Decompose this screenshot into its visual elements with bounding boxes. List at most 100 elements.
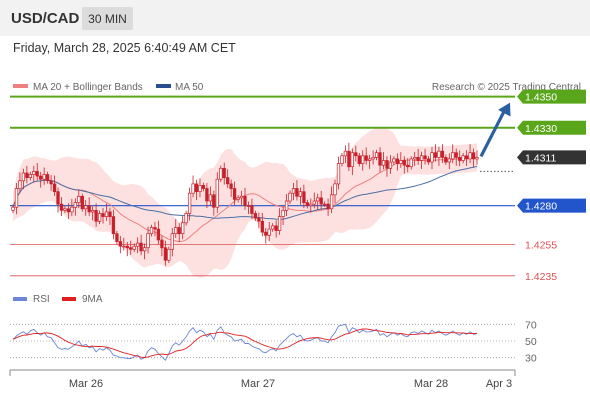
candle-body	[132, 245, 136, 250]
candle-body	[343, 150, 348, 157]
candle-body	[385, 160, 389, 169]
ma20-legend-label: MA 20 + Bollinger Bands	[33, 82, 143, 93]
candle-body	[21, 172, 26, 182]
candle-body	[104, 211, 109, 217]
rsi-tick-70: 70	[525, 319, 537, 331]
candle-body	[392, 158, 396, 163]
candle-body	[129, 247, 133, 250]
level-label-1.4280: 1.4280	[525, 201, 557, 213]
rsi-ma-line	[12, 328, 478, 358]
candle-body	[201, 185, 206, 189]
rsi-tick-50: 50	[525, 336, 537, 348]
candlesticks	[11, 142, 479, 266]
ma50-legend-label: MA 50	[175, 82, 204, 93]
candle-body	[215, 178, 219, 208]
rsi-grid	[10, 323, 515, 359]
candle-body	[284, 200, 289, 211]
candle-body	[354, 152, 358, 157]
candle-body	[90, 210, 95, 213]
candle-body	[84, 205, 88, 210]
candle-body	[409, 158, 413, 168]
header-bar: USD/CAD 30 MIN	[0, 0, 590, 36]
candle-body	[205, 188, 209, 202]
candle-body	[371, 157, 375, 160]
candle-body	[39, 175, 43, 180]
candle-body	[219, 167, 223, 180]
candle-body	[440, 150, 445, 158]
rsi-ma-legend-swatch	[62, 297, 76, 301]
timeframe-label: 30 MIN	[88, 12, 127, 26]
candle-body	[451, 152, 455, 160]
ma50-legend-swatch	[156, 84, 171, 88]
price-level-labels: 1.4350 1.4330 1.4311 1.4280 1.4255 1.4235	[517, 89, 586, 283]
candle-body	[52, 183, 57, 193]
candle-body	[281, 210, 285, 217]
level-label-1.4255: 1.4255	[525, 240, 557, 252]
candle-body	[374, 152, 379, 158]
candle-body	[177, 227, 181, 235]
candle-body	[42, 174, 46, 180]
candle-body	[426, 158, 431, 163]
source-credit: Research © 2025 Trading Central	[432, 82, 581, 93]
forecast-arrow-head	[498, 102, 511, 117]
candle-body	[174, 227, 178, 235]
candle-body	[14, 188, 19, 208]
candle-body	[274, 225, 278, 231]
candle-body	[246, 205, 251, 207]
candle-body	[413, 157, 417, 160]
candle-body	[333, 183, 337, 196]
candle-body	[329, 194, 334, 210]
candle-body	[156, 228, 161, 241]
candle-body	[316, 197, 320, 202]
candle-body	[454, 152, 458, 158]
candle-body	[302, 191, 306, 203]
x-axis-labels: Mar 26 Mar 27 Mar 28 Apr 3	[69, 378, 512, 390]
candle-body	[423, 155, 427, 160]
candle-body	[118, 241, 122, 247]
candle-body	[222, 167, 226, 178]
candle-body	[153, 227, 157, 230]
candle-body	[468, 152, 472, 160]
rsi-legend-label: RSI	[33, 294, 50, 305]
candle-body	[142, 247, 147, 252]
candle-body	[264, 231, 268, 236]
candle-body	[236, 197, 240, 200]
candle-body	[208, 194, 213, 202]
candle-body	[322, 203, 327, 206]
candle-body	[243, 195, 247, 206]
candle-body	[146, 233, 150, 249]
candle-body	[388, 161, 393, 169]
candle-body	[18, 180, 22, 189]
x-label-mar-28: Mar 28	[414, 378, 448, 390]
level-tag-1.4280	[517, 198, 586, 213]
candle-body	[94, 210, 98, 222]
ma20-legend-swatch	[13, 84, 28, 88]
candle-body	[149, 227, 154, 235]
candle-body	[461, 155, 465, 161]
candle-body	[395, 158, 400, 164]
candle-body	[108, 211, 112, 217]
candle-body	[250, 205, 254, 214]
candle-body	[336, 163, 341, 185]
candle-body	[458, 157, 462, 161]
candle-body	[25, 172, 29, 179]
rsi-ma-legend-label: 9MA	[82, 294, 103, 305]
level-tag-1.4311	[517, 150, 586, 165]
timeframe-button[interactable]: 30 MIN	[82, 7, 133, 30]
candle-body	[295, 188, 299, 197]
candle-body	[136, 242, 140, 247]
forecast-arrow	[479, 102, 511, 158]
candle-body	[305, 202, 309, 207]
candle-body	[32, 171, 36, 175]
candle-body	[399, 160, 403, 164]
candle-body	[45, 174, 50, 182]
candle-body	[347, 150, 351, 168]
rsi-legend-swatch	[13, 297, 27, 301]
x-label-apr-3: Apr 3	[486, 378, 512, 390]
candle-body	[475, 157, 479, 160]
candle-body	[125, 245, 129, 249]
candle-body	[433, 152, 438, 158]
candle-body	[198, 185, 202, 192]
candle-body	[194, 183, 199, 193]
candle-body	[381, 160, 386, 166]
